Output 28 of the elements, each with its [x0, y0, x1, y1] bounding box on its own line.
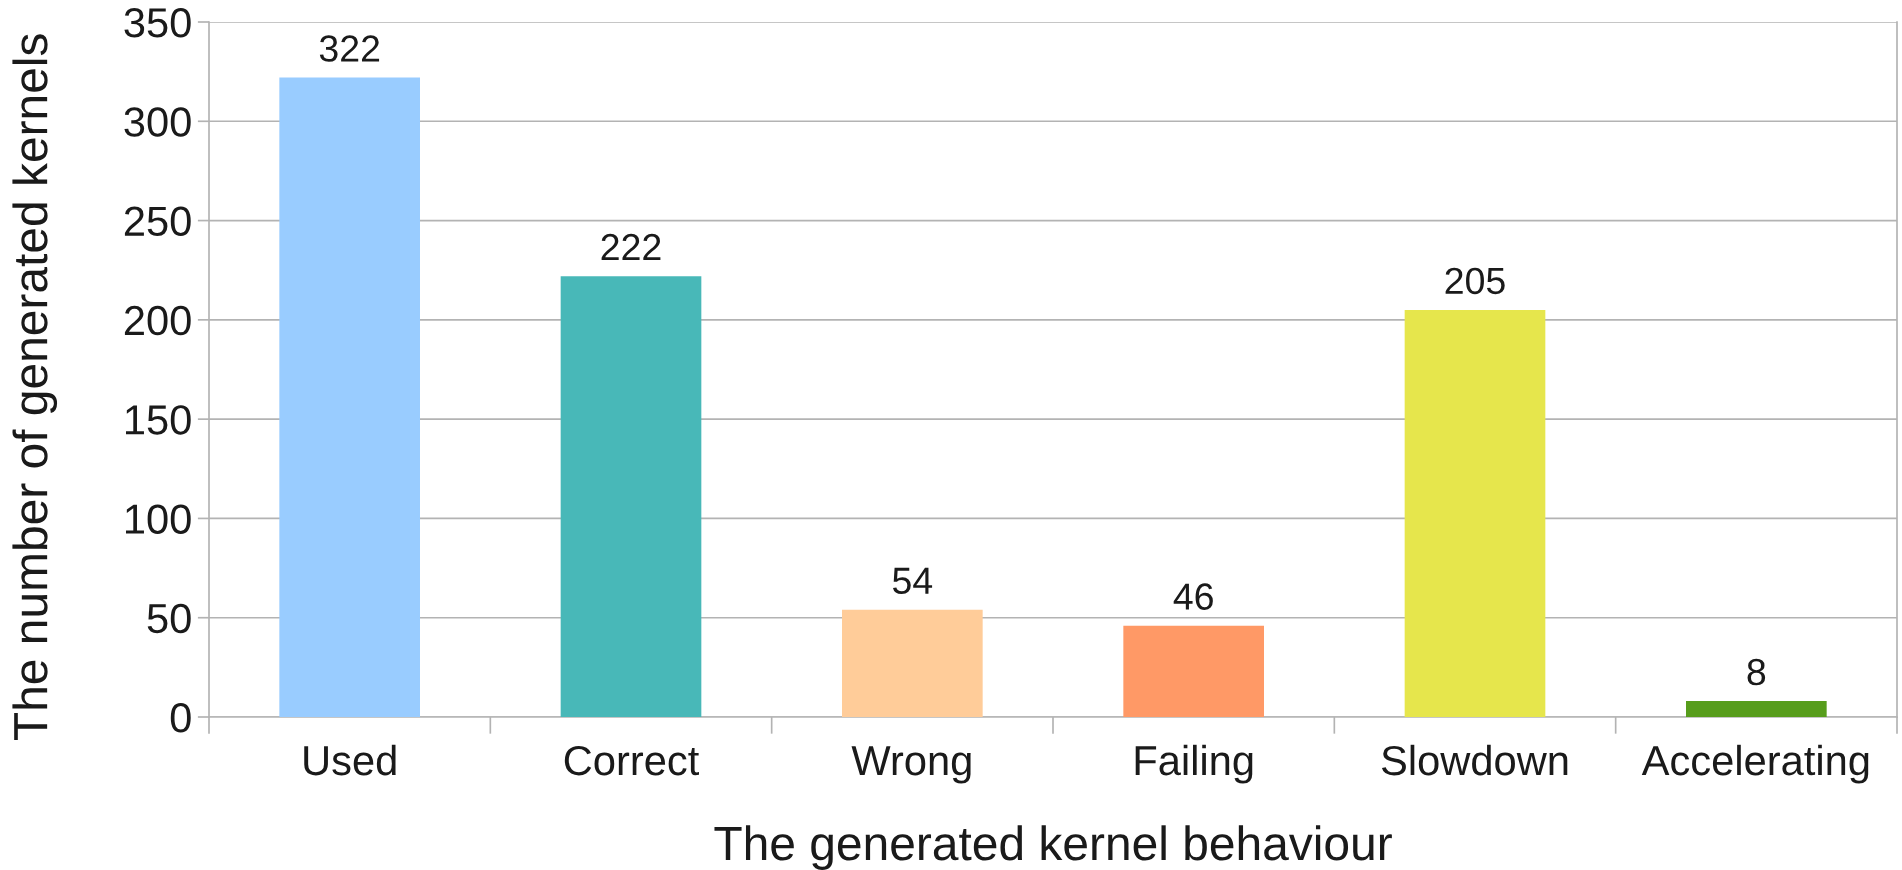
- bar: [1404, 309, 1546, 717]
- y-tick-label: 350: [124, 8, 191, 38]
- y-tick-label: 100: [126, 504, 191, 534]
- x-tick-label: Wrong: [851, 746, 971, 784]
- bar: [842, 609, 983, 717]
- data-label: 205: [1445, 267, 1505, 295]
- data-label: 322: [319, 35, 380, 62]
- x-tick-label: Accelerating: [1641, 744, 1869, 784]
- y-tick-label: 150: [126, 405, 191, 435]
- data-label: 222: [601, 233, 661, 261]
- data-label: 54: [892, 567, 933, 595]
- y-axis-title: The number of generated kernels: [12, 34, 58, 741]
- x-tick-label: Used: [304, 744, 396, 776]
- data-label: 8: [1747, 658, 1766, 686]
- y-tick-label: 250: [124, 206, 191, 237]
- bar: [279, 77, 420, 717]
- x-tick-label: Failing: [1135, 744, 1253, 784]
- bar: [560, 276, 702, 717]
- y-tick-label: 50: [147, 603, 191, 634]
- bar: [1686, 701, 1827, 717]
- y-tick-label: 200: [124, 305, 191, 336]
- x-tick-label: Slowdown: [1381, 744, 1568, 776]
- data-label: 46: [1173, 583, 1213, 610]
- y-tick-label: 300: [124, 107, 191, 137]
- x-tick-label: Correct: [564, 745, 699, 776]
- x-axis-title: The generated kernel behaviour: [714, 825, 1392, 870]
- bar: [1123, 625, 1264, 717]
- y-tick-label: 0: [170, 703, 191, 733]
